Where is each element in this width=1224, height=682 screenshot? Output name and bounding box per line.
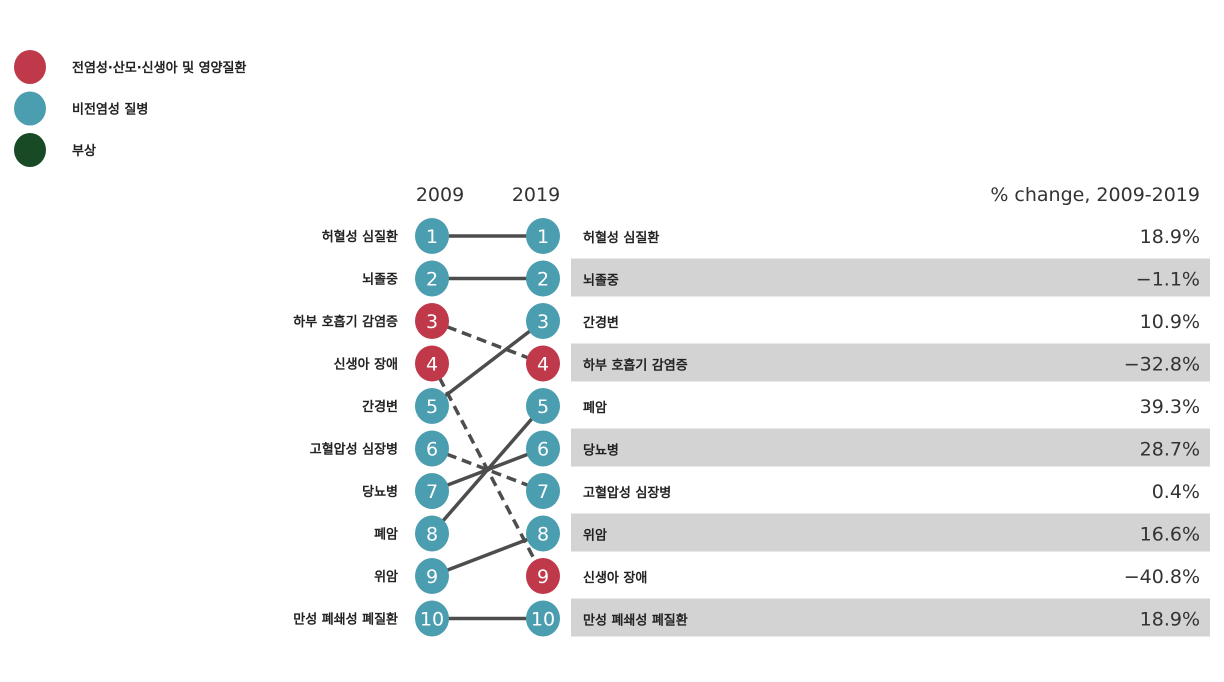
cause-label-2009: 고혈압성 심장병 — [310, 442, 398, 458]
rank-number-2019: 3 — [537, 311, 549, 333]
legend-label-2: 비전염성 질병 — [72, 102, 148, 118]
rank-number-2009: 5 — [426, 396, 438, 418]
table-row-band — [571, 258, 1210, 297]
legend-swatch-2 — [14, 91, 46, 126]
rank-number-2009: 6 — [426, 439, 438, 461]
rank-marker-2009 — [415, 558, 449, 594]
rank-number-2009: 3 — [426, 311, 438, 333]
table-change-value: −1.1% — [1136, 269, 1200, 291]
table-change-value: 28.7% — [1140, 439, 1200, 461]
rank-marker-2009 — [415, 600, 449, 637]
rank-number-2009: 9 — [426, 566, 438, 588]
table-cause-name: 신생아 장애 — [583, 570, 647, 586]
rank-marker-2019 — [526, 558, 560, 594]
rank-marker-2019 — [526, 430, 560, 467]
table-change-value: 18.9% — [1140, 226, 1200, 248]
table-change-value: −40.8% — [1124, 566, 1200, 588]
table-change-value: 39.3% — [1140, 396, 1200, 418]
legend-swatch-1 — [14, 50, 46, 84]
rank-number-2009: 1 — [426, 226, 438, 248]
rank-marker-2019 — [526, 473, 560, 509]
rank-number-2019: 8 — [537, 524, 549, 546]
legend-label-3: 부상 — [72, 144, 96, 159]
cause-label-2009: 당뇨병 — [362, 484, 398, 500]
cause-label-2009: 위암 — [374, 569, 398, 585]
cause-label-2009: 폐암 — [374, 527, 398, 543]
table-cause-name: 고혈압성 심장병 — [583, 485, 671, 501]
table-change-value: 16.6% — [1140, 524, 1200, 546]
rank-number-2009: 4 — [426, 354, 438, 376]
table-row-band — [571, 513, 1210, 552]
connector-line-9 — [431, 531, 544, 578]
table-cause-name: 간경변 — [583, 315, 619, 331]
connector-lines — [430, 234, 545, 621]
rank-marker-2009 — [415, 260, 449, 297]
rank-marker-2019 — [526, 218, 560, 254]
table-cause-name: 하부 호흡기 감염증 — [583, 358, 688, 374]
rank-marker-2009 — [415, 515, 449, 552]
rank-marker-2009 — [415, 345, 449, 382]
table-cause-name: 뇌졸중 — [583, 273, 619, 289]
table-change-value: 18.9% — [1140, 609, 1200, 631]
legend-label-1: 전염성·산모·신생아 및 영양질환 — [72, 60, 246, 76]
rank-number-2019: 1 — [537, 226, 549, 248]
table-row-band — [571, 343, 1210, 382]
rank-number-2009: 10 — [420, 609, 444, 631]
table-cause-name: 당뇨병 — [583, 443, 619, 459]
cause-label-2009: 간경변 — [362, 399, 398, 415]
table-change-value: −32.8% — [1124, 354, 1200, 376]
rank-number-2019: 2 — [537, 269, 549, 291]
table-row-band — [571, 598, 1210, 637]
legend-swatch-3 — [14, 133, 46, 167]
rank-number-2009: 7 — [426, 481, 438, 503]
rank-marker-2009 — [415, 388, 449, 424]
rank-marker-2009 — [415, 303, 449, 339]
cause-label-2009: 하부 호흡기 감염증 — [293, 314, 398, 330]
connector-line-6 — [431, 446, 544, 493]
rank-number-2019: 5 — [537, 396, 549, 418]
cause-label-2009: 만성 폐쇄성 폐질환 — [293, 612, 398, 628]
rank-marker-2019 — [526, 600, 560, 637]
rank-marker-2009 — [415, 218, 449, 254]
table-cause-name: 허혈성 심질환 — [583, 230, 659, 246]
rank-marker-2019 — [526, 303, 560, 339]
cause-label-2009: 뇌졸중 — [362, 272, 398, 288]
rank-number-2019: 7 — [537, 481, 549, 503]
rank-number-2009: 2 — [426, 269, 438, 291]
rank-marker-2009 — [415, 473, 449, 509]
table-change-value: 0.4% — [1152, 481, 1200, 503]
table-cause-name: 위암 — [583, 528, 607, 544]
rank-marker-2019 — [526, 515, 560, 552]
rank-number-2019: 4 — [537, 354, 549, 376]
rank-number-2019: 10 — [531, 609, 555, 631]
rank-marker-2019 — [526, 388, 560, 424]
rank-number-2019: 6 — [537, 439, 549, 461]
year-header-2009: 2009 — [416, 184, 464, 206]
rank-marker-2009 — [415, 430, 449, 467]
connector-line-3 — [431, 319, 544, 366]
cause-label-2009: 허혈성 심질환 — [322, 229, 398, 245]
rank-marker-2019 — [526, 345, 560, 382]
rank-marker-2019 — [526, 260, 560, 297]
table-cause-name: 폐암 — [583, 400, 607, 416]
table-cause-name: 만성 폐쇄성 폐질환 — [583, 613, 688, 629]
change-header: % change, 2009-2019 — [990, 184, 1200, 206]
rank-number-2019: 9 — [537, 566, 549, 588]
cause-label-2009: 신생아 장애 — [334, 357, 398, 373]
rank-number-2009: 8 — [426, 524, 438, 546]
table-change-value: 10.9% — [1140, 311, 1200, 333]
connector-line-8 — [430, 404, 545, 535]
connector-line-5 — [430, 319, 545, 408]
table-row-band — [571, 428, 1210, 467]
year-header-2019: 2019 — [512, 184, 560, 206]
